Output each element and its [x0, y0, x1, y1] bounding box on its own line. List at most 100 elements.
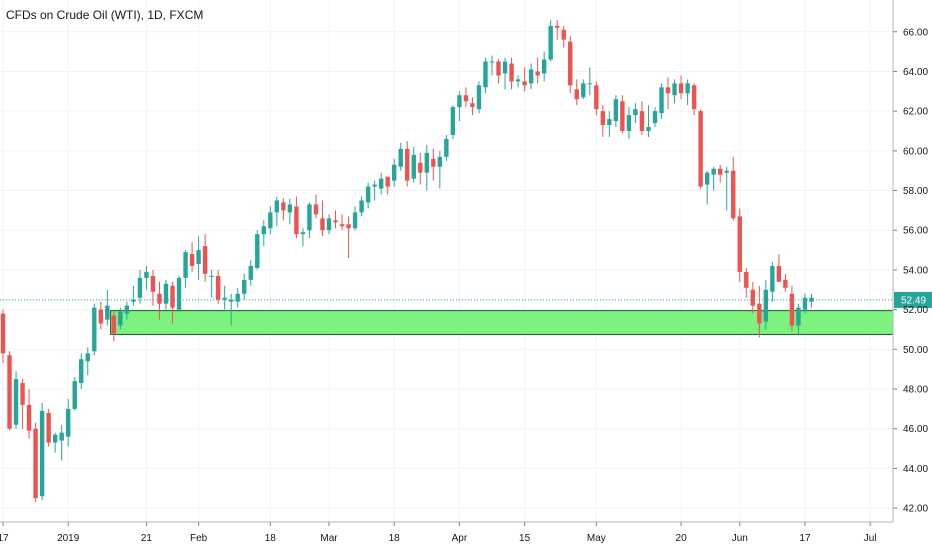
candle: [607, 111, 612, 137]
candle: [320, 200, 325, 237]
candle-body: [372, 184, 377, 187]
candle-body: [72, 381, 77, 409]
candle: [261, 220, 266, 247]
y-tick-label: 54.00: [903, 265, 928, 276]
candle-body: [105, 305, 110, 320]
candle: [150, 269, 156, 306]
candle: [46, 408, 51, 447]
candle-body: [796, 307, 801, 326]
candle: [26, 389, 32, 439]
x-tick-label: 20: [676, 533, 688, 544]
support-zone-layer: [110, 310, 894, 335]
candle-body: [183, 252, 188, 278]
candle: [652, 107, 658, 128]
candle-body: [215, 275, 221, 300]
candle-body: [124, 305, 130, 314]
candle: [359, 196, 364, 217]
candle: [268, 206, 273, 235]
candle-body: [339, 224, 345, 227]
candle: [137, 269, 143, 304]
candle: [39, 402, 45, 501]
candle: [476, 81, 482, 114]
candle: [365, 182, 371, 209]
support-zone[interactable]: [110, 310, 894, 335]
candle: [731, 156, 736, 221]
candle: [796, 303, 801, 336]
candle-body: [724, 170, 729, 173]
candle-body: [378, 178, 384, 189]
candle-body: [274, 200, 280, 213]
candle-body: [294, 206, 299, 235]
candle: [209, 269, 214, 298]
candle: [522, 67, 527, 92]
candle: [196, 236, 201, 280]
candle-body: [118, 311, 123, 326]
chart-title: CFDs on Crude Oil (WTI), 1D, FXCM: [6, 8, 204, 22]
candle: [633, 103, 638, 124]
candle: [718, 164, 723, 183]
x-tick-label: Jul: [864, 533, 877, 544]
candle-body: [555, 25, 560, 28]
candle-body: [502, 61, 508, 74]
candle: [444, 134, 449, 161]
candle: [594, 81, 599, 116]
candle: [157, 281, 162, 320]
candle-body: [476, 85, 482, 110]
last-price-label: 52.49: [901, 295, 926, 306]
candle: [763, 279, 769, 330]
x-tick-label: 21: [141, 533, 153, 544]
candle: [59, 424, 64, 461]
candle: [489, 55, 495, 76]
candle: [92, 303, 97, 356]
candle-body: [287, 204, 293, 213]
candle-body: [0, 313, 6, 354]
candle: [431, 148, 436, 181]
y-tick-label: 62.00: [903, 107, 928, 118]
candle-body: [646, 127, 651, 131]
candle-body: [176, 277, 182, 310]
candle: [294, 196, 299, 239]
candle: [66, 398, 71, 447]
candle-body: [444, 138, 449, 157]
candle-body: [131, 299, 136, 302]
y-tick-label: 50.00: [903, 345, 928, 356]
candle-body: [137, 277, 143, 298]
candle: [392, 158, 397, 187]
candle-body: [620, 101, 625, 131]
candle: [378, 172, 384, 195]
y-tick-label: 46.00: [903, 424, 928, 435]
candle: [665, 77, 671, 110]
candle: [98, 301, 103, 330]
candle: [281, 198, 286, 221]
candle-body: [85, 353, 90, 362]
candle: [411, 146, 416, 183]
candle-body: [770, 265, 775, 292]
candle-body: [242, 279, 247, 294]
candle-body: [144, 271, 149, 278]
candle: [515, 75, 521, 88]
candle-body: [809, 297, 814, 302]
candle: [235, 287, 240, 308]
candle-body: [528, 69, 534, 84]
candle-body: [13, 379, 19, 425]
y-tick-label: 58.00: [903, 186, 928, 197]
candle: [79, 353, 84, 390]
candle-body: [352, 212, 358, 229]
x-tick-label: May: [587, 533, 606, 544]
candle-body: [535, 71, 540, 76]
candle-body: [737, 216, 742, 272]
candle-body: [59, 432, 64, 441]
candle: [85, 347, 90, 376]
candle-body: [691, 85, 697, 110]
candle-body: [346, 224, 351, 229]
candle: [626, 107, 632, 139]
candle-body: [581, 83, 586, 98]
y-tick-label: 44.00: [903, 464, 928, 475]
candle: [183, 250, 188, 288]
candle-body: [431, 158, 436, 167]
candle-body: [229, 299, 234, 302]
candle: [52, 432, 58, 453]
x-tick-label: 18: [265, 533, 277, 544]
